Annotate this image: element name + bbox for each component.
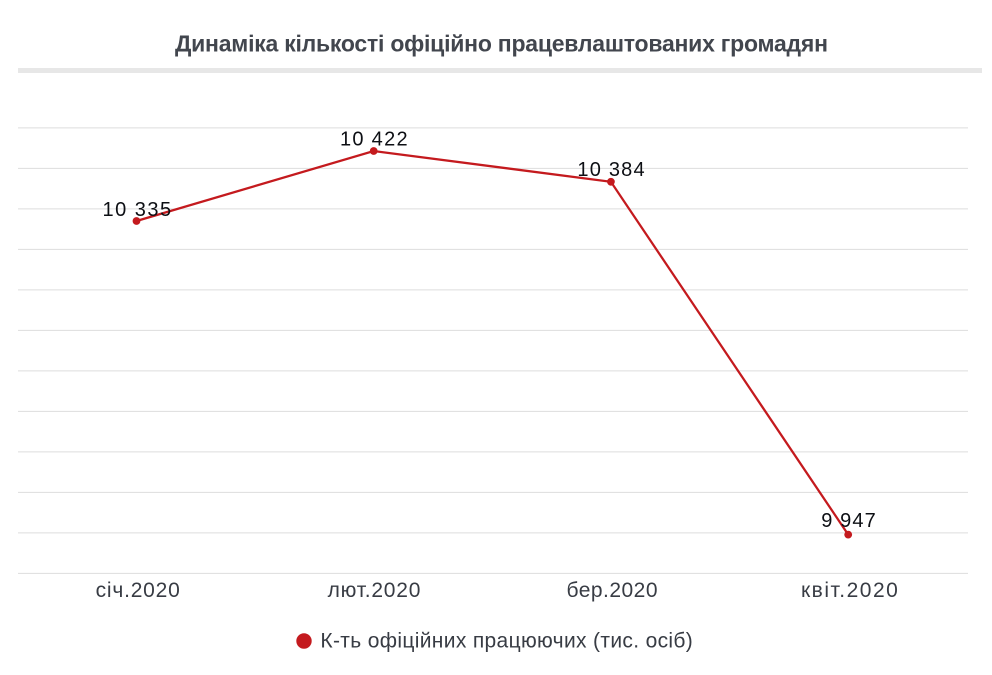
svg-text:лют.2020: лют.2020 bbox=[328, 579, 421, 602]
svg-text:9 947: 9 947 bbox=[821, 510, 875, 532]
svg-text:10 384: 10 384 bbox=[577, 159, 644, 181]
svg-text:бер.2020: бер.2020 bbox=[567, 579, 658, 602]
svg-text:квіт.2020: квіт.2020 bbox=[801, 579, 898, 602]
svg-text:Динаміка кількості офіційно пр: Динаміка кількості офіційно працевлаштов… bbox=[175, 31, 828, 57]
svg-text:січ.2020: січ.2020 bbox=[96, 579, 180, 602]
svg-text:10 422: 10 422 bbox=[340, 129, 408, 151]
svg-text:К-ть офіційних працюючих (тис.: К-ть офіційних працюючих (тис. осіб) bbox=[320, 630, 692, 653]
svg-text:10 335: 10 335 bbox=[103, 199, 172, 221]
